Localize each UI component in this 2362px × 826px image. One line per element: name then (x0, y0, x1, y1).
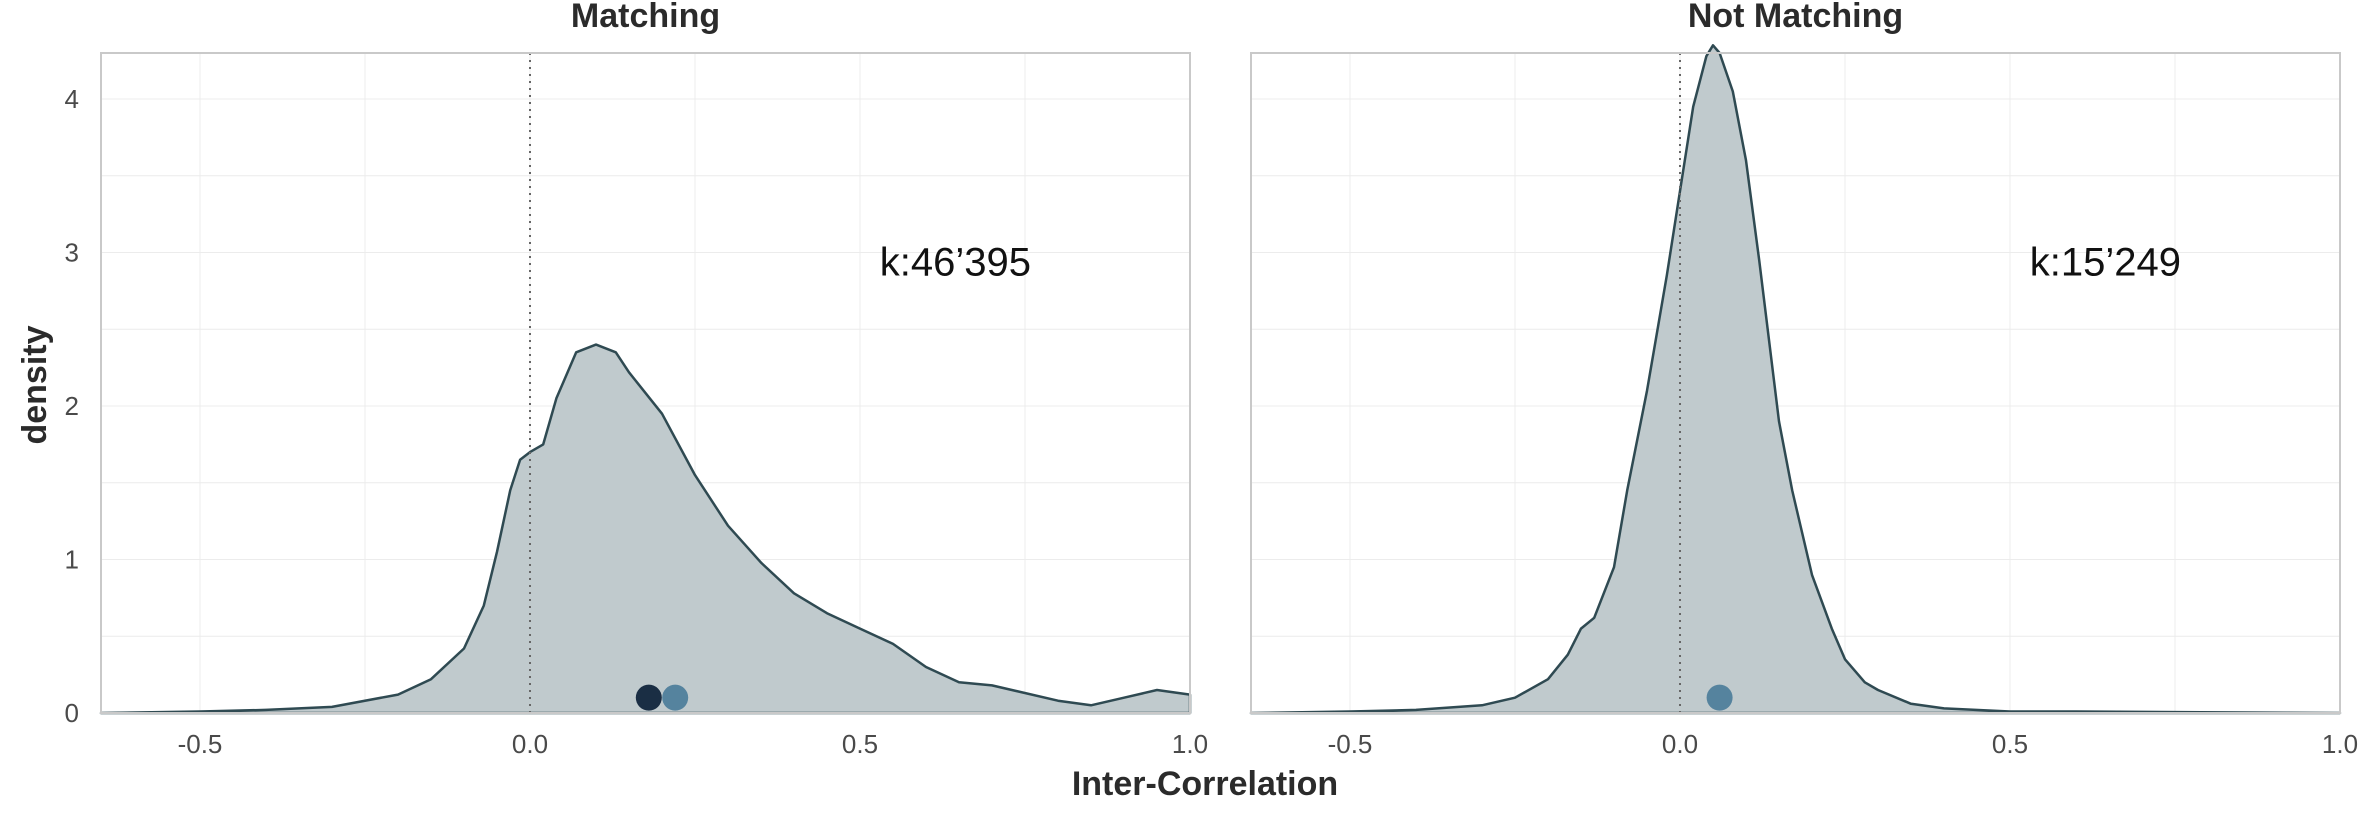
x-tick-label: 0.5 (1992, 729, 2028, 759)
panel-title: Matching (571, 0, 720, 35)
panel-title: Not Matching (1688, 0, 1903, 35)
density-area (99, 343, 1192, 715)
y-axis-title: density (16, 325, 54, 444)
panels: Matching k:46’395 -0.5 0.0 0.5 1.0 0 1 2 3 4 Not Ma… (65, 0, 2359, 759)
x-tick-label: -0.5 (178, 729, 223, 759)
summary-point (662, 684, 689, 711)
y-tick-label: 2 (65, 391, 79, 421)
count-annotation: k:46’395 (880, 241, 1031, 285)
panel-frame (100, 52, 1191, 714)
x-tick-label: 1.0 (1172, 729, 1208, 759)
y-tick-label: 1 (65, 545, 79, 575)
x-tick-label: 0.5 (842, 729, 878, 759)
count-annotation: k:15’249 (2030, 241, 2181, 285)
x-tick-label: -0.5 (1328, 729, 1373, 759)
y-tick-label: 0 (65, 698, 79, 728)
y-tick-label: 4 (65, 84, 79, 114)
x-tick-label: 1.0 (2322, 729, 2358, 759)
summary-point (635, 684, 662, 711)
x-tick-label: 0.0 (512, 729, 548, 759)
x-tick-label: 0.0 (1662, 729, 1698, 759)
panel-not-matching: Not Matching k:15’249 -0.5 0.0 0.5 1.0 (1249, 0, 2358, 759)
x-axis-title: Inter-Correlation (1072, 765, 1338, 803)
summary-point (1706, 684, 1733, 711)
density-area (1249, 44, 2342, 715)
y-tick-label: 3 (65, 238, 79, 268)
panel-frame (1250, 52, 2341, 714)
panel-matching: Matching k:46’395 -0.5 0.0 0.5 1.0 0 1 2 3 4 (65, 0, 1209, 759)
